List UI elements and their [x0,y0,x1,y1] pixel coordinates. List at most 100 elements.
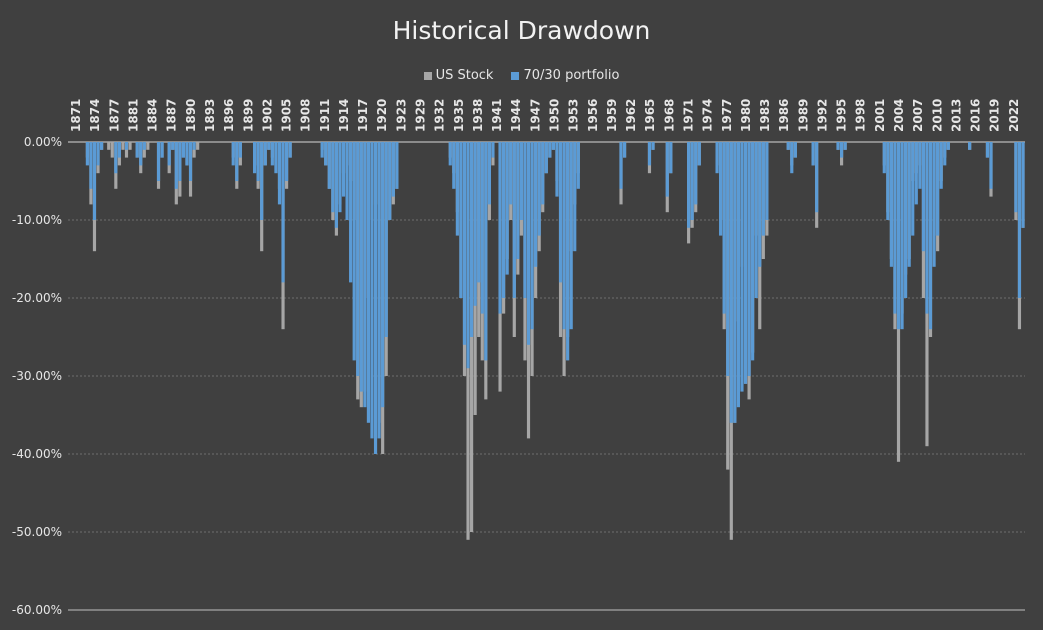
bar-mark [573,142,577,252]
bar-mark [174,142,178,189]
bar-mark [669,142,673,174]
bar-mark [747,142,751,376]
bar-mark [363,142,367,408]
bar-mark [523,142,527,298]
x-tick-label: 1974 [701,99,715,132]
bar-mark [117,142,121,158]
bar-mark [733,142,737,423]
bar-mark [558,142,563,283]
x-tick-label: 1977 [720,99,734,132]
bar-mark [840,142,844,158]
bar-mark [694,142,698,205]
bar-mark [491,142,495,158]
x-tick-label: 2022 [1007,99,1021,132]
bar-mark [928,142,933,330]
bar-mark [914,142,918,205]
x-tick-label: 1890 [184,99,198,132]
bar-mark [142,142,146,150]
bar-mark [139,142,143,166]
y-tick-label: -50.00% [12,525,62,539]
y-tick-label: 0.00% [24,135,62,149]
bar-mark [911,142,915,236]
bar-mark [171,142,175,150]
legend-swatch-70-30 [511,71,520,80]
bar-mark [886,142,890,220]
bar-mark [256,142,260,181]
bar-mark [715,142,719,174]
bar-mark [815,142,819,213]
bar-mark [156,142,161,181]
bar-mark [918,142,922,189]
series-70-30 [85,142,1025,454]
bar-mark [562,142,566,330]
x-tick-label: 1932 [433,99,447,132]
x-tick-label: 1881 [126,99,140,132]
x-tick-label: 1965 [643,99,657,132]
bar-mark [719,142,723,236]
bar-mark [516,142,520,259]
x-tick-label: 1887 [165,99,179,132]
bar-mark [334,142,338,228]
bar-mark [534,142,538,267]
bar-mark [758,142,762,267]
x-tick-label: 1902 [260,99,274,132]
bar-mark [697,142,701,166]
bar-mark [391,142,395,197]
bar-mark [231,142,235,166]
bar-mark [939,142,943,189]
legend-item-70-30: 70/30 portfolio [511,68,619,83]
bar-mark [270,142,274,166]
bar-mark [388,142,392,220]
bar-mark [167,142,171,166]
bar-mark [541,142,545,205]
x-tick-label: 1995 [835,99,849,132]
y-tick-label: -10.00% [12,213,62,227]
bar-mark [263,142,267,166]
x-tick-label: 1959 [605,99,619,132]
bar-mark [555,142,559,197]
series-us-stock [85,142,1025,540]
bar-mark [331,142,335,213]
bar-mark [327,142,331,189]
bar-mark [687,142,691,228]
bar-mark [238,142,242,158]
bar-mark [281,142,285,283]
bar-mark [114,142,118,174]
bar-mark [736,142,740,408]
x-tick-label: 1917 [356,99,370,132]
x-tick-label: 2013 [949,99,963,132]
bar-mark [448,142,452,166]
bar-mark [932,142,936,267]
bar-mark [790,142,794,174]
legend-label-70-30: 70/30 portfolio [523,68,620,83]
x-tick-label: 1874 [88,99,102,132]
bar-mark [121,142,125,150]
x-tick-label: 1953 [567,99,581,132]
bar-mark [904,142,908,298]
x-tick-label: 1950 [548,99,562,132]
bar-mark [455,142,459,236]
bar-mark [690,142,694,220]
bar-mark [576,142,580,189]
x-tick-label: 1935 [452,99,466,132]
x-tick-label: 1956 [586,99,600,132]
bar-mark [459,142,463,298]
bar-mark [1014,142,1018,213]
bar-mark [349,142,353,283]
x-tick-label: 1929 [414,99,428,132]
x-tick-label: 1905 [280,99,294,132]
x-tick-label: 1941 [490,99,504,132]
legend-swatch-us-stock [423,71,432,80]
bar-mark [89,142,93,189]
bar-mark [989,142,993,189]
x-tick-label: 2001 [873,99,887,132]
x-tick-label: 1877 [107,99,121,132]
bar-mark [395,142,399,189]
bar-mark [366,142,370,423]
bar-mark [466,142,470,369]
bar-mark [946,142,950,150]
bar-mark [921,142,925,252]
bar-mark [345,142,349,220]
x-tick-label: 1992 [816,99,830,132]
